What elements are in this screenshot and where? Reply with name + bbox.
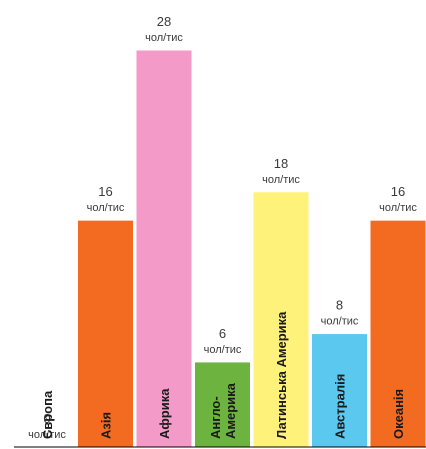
value-label-2: 16 [98,184,112,199]
bar-7 [369,219,426,448]
value-label-6: 8 [336,298,343,313]
unit-label-5: чол/тис [262,174,300,186]
category-label-7: Океанія [391,389,406,439]
category-label-line: Африка [157,388,172,439]
value-label-1: 0 [43,411,50,426]
category-label-line: Азія [99,412,114,439]
bars-group [77,49,426,448]
value-label-4: 6 [219,326,226,341]
bar-4 [194,361,251,448]
category-label-1: Європа [40,390,55,439]
category-label-6: Австралія [333,374,348,439]
value-label-5: 18 [274,156,288,171]
category-label-3: Африка [157,388,172,439]
bar-5 [252,191,310,448]
unit-label-7: чол/тис [379,202,417,214]
unit-label-3: чол/тис [145,32,183,44]
category-label-line: Океанія [391,389,406,439]
bar-6 [311,333,368,448]
unit-label-6: чол/тис [321,316,359,328]
unit-label-4: чол/тис [204,344,242,356]
unit-label-1: чол/тис [28,429,66,441]
category-label-line: Австралія [333,374,348,439]
category-label-line: Америка [223,382,238,439]
unit-label-2: чол/тис [87,202,125,214]
category-label-line: Латинська Америка [274,311,289,439]
labels-group: 0чол/тисЄвропа16чол/тисАзія28чол/тисАфри… [28,14,417,441]
bar-2 [77,219,134,448]
category-label-line: Європа [40,390,55,439]
value-label-3: 28 [157,14,171,29]
category-label-2: Азія [99,412,114,439]
bar-3 [135,49,193,448]
value-label-7: 16 [391,184,405,199]
category-label-4: Англо-Америка [208,382,238,439]
category-label-line: Англо- [208,396,223,439]
category-label-5: Латинська Америка [274,311,289,439]
